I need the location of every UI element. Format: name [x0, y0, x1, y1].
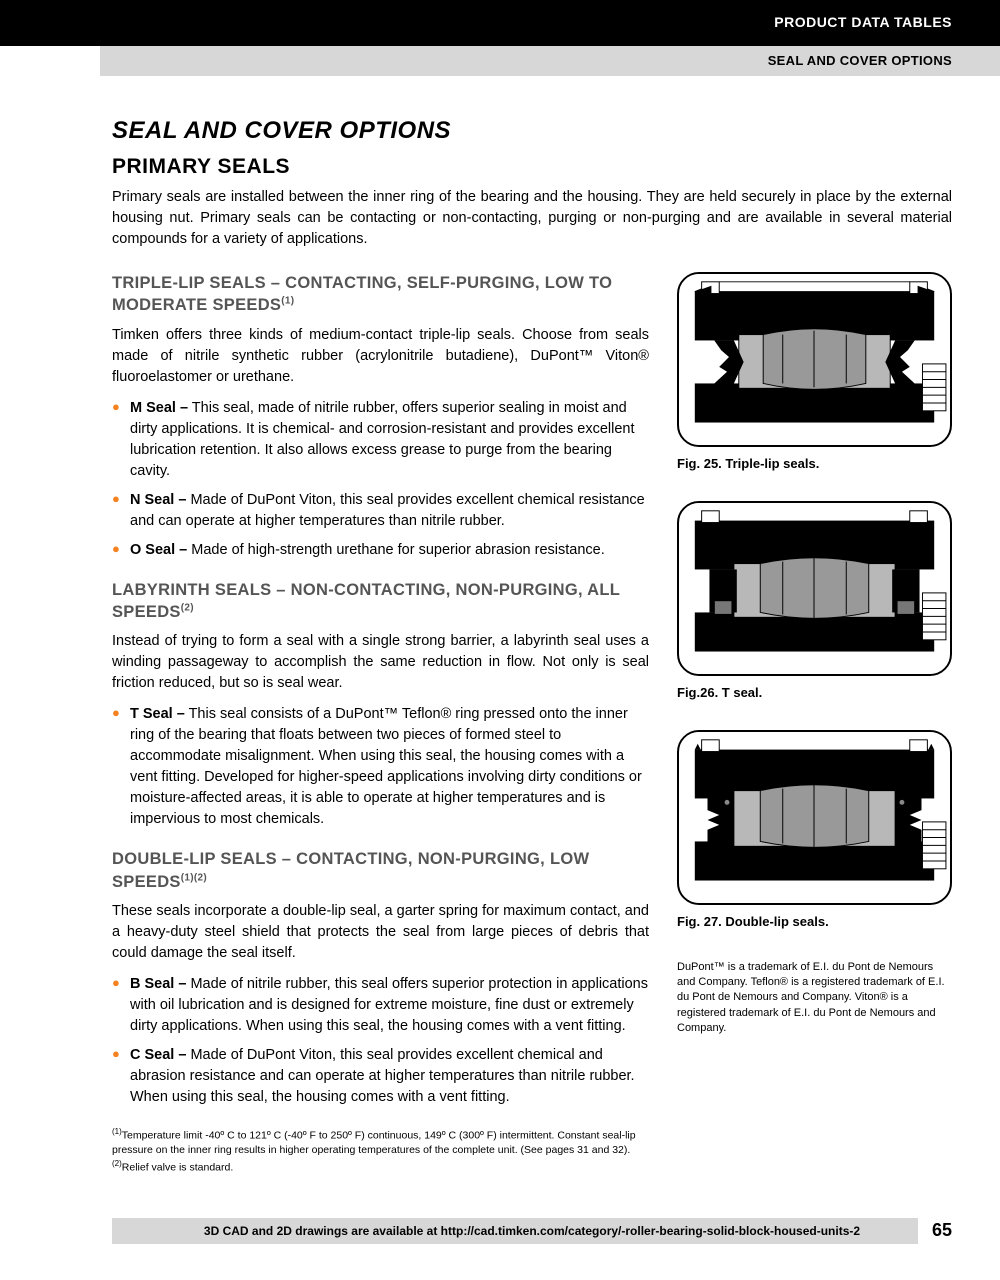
section-labyrinth: LABYRINTH SEALS – NON-CONTACTING, NON-PU… [112, 579, 649, 831]
header-gray-bar: SEAL AND COVER OPTIONS [100, 46, 1000, 76]
left-column: TRIPLE-LIP SEALS – CONTACTING, SELF-PURG… [112, 272, 649, 1175]
bullet-c-seal: C Seal – Made of DuPont Viton, this seal… [130, 1045, 649, 1108]
double-lip-bullets: B Seal – Made of nitrile rubber, this se… [112, 974, 649, 1108]
right-column: Fig. 25. Triple-lip seals. [677, 272, 952, 1175]
columns: TRIPLE-LIP SEALS – CONTACTING, SELF-PURG… [112, 272, 952, 1175]
figure-27 [677, 730, 952, 905]
triple-lip-body: Timken offers three kinds of medium-cont… [112, 325, 649, 388]
page-number: 65 [918, 1218, 952, 1244]
trademark-note: DuPont™ is a trademark of E.I. du Pont d… [677, 960, 952, 1037]
figure-26-caption: Fig.26. T seal. [677, 684, 952, 702]
figure-25-caption: Fig. 25. Triple-lip seals. [677, 455, 952, 473]
double-lip-body: These seals incorporate a double-lip sea… [112, 901, 649, 964]
labyrinth-bullets: T Seal – This seal consists of a DuPont™… [112, 704, 649, 830]
main-title: SEAL AND COVER OPTIONS [112, 114, 952, 148]
bullet-m-seal: M Seal – This seal, made of nitrile rubb… [130, 398, 649, 482]
figure-26 [677, 501, 952, 676]
footer-text: 3D CAD and 2D drawings are available at … [204, 1223, 860, 1240]
triple-lip-seal-diagram [679, 274, 950, 445]
figure-25 [677, 272, 952, 447]
header-black-bar: PRODUCT DATA TABLES [0, 0, 1000, 46]
footnotes: (1)Temperature limit -40º C to 121º C (-… [112, 1126, 649, 1175]
page-content: SEAL AND COVER OPTIONS PRIMARY SEALS Pri… [0, 76, 1000, 1175]
footnote-2: (2)Relief valve is standard. [112, 1158, 649, 1175]
labyrinth-heading: LABYRINTH SEALS – NON-CONTACTING, NON-PU… [112, 579, 649, 624]
bullet-o-seal: O Seal – Made of high-strength urethane … [130, 540, 649, 561]
t-seal-diagram [679, 503, 950, 674]
figure-27-caption: Fig. 27. Double-lip seals. [677, 913, 952, 931]
footnote-1: (1)Temperature limit -40º C to 121º C (-… [112, 1126, 649, 1158]
labyrinth-body: Instead of trying to form a seal with a … [112, 631, 649, 694]
primary-title: PRIMARY SEALS [112, 152, 952, 181]
bullet-b-seal: B Seal – Made of nitrile rubber, this se… [130, 974, 649, 1037]
double-lip-seal-diagram [679, 732, 950, 903]
section-triple-lip: TRIPLE-LIP SEALS – CONTACTING, SELF-PURG… [112, 272, 649, 561]
intro-text: Primary seals are installed between the … [112, 187, 952, 250]
header-top-label: PRODUCT DATA TABLES [774, 13, 952, 33]
header-sub-label: SEAL AND COVER OPTIONS [768, 52, 952, 70]
bullet-t-seal: T Seal – This seal consists of a DuPont™… [130, 704, 649, 830]
footer-bar: 3D CAD and 2D drawings are available at … [112, 1218, 952, 1244]
triple-lip-bullets: M Seal – This seal, made of nitrile rubb… [112, 398, 649, 561]
bullet-n-seal: N Seal – Made of DuPont Viton, this seal… [130, 490, 649, 532]
double-lip-heading: DOUBLE-LIP SEALS – CONTACTING, NON-PURGI… [112, 848, 649, 893]
triple-lip-heading: TRIPLE-LIP SEALS – CONTACTING, SELF-PURG… [112, 272, 649, 317]
section-double-lip: DOUBLE-LIP SEALS – CONTACTING, NON-PURGI… [112, 848, 649, 1108]
